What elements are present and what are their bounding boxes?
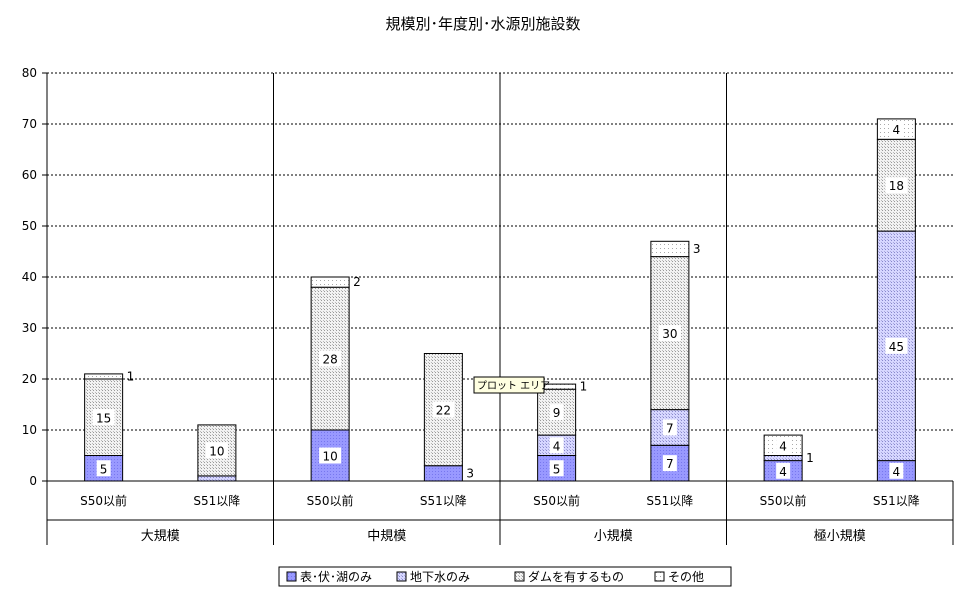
tooltip-text: プロット エリア <box>477 380 550 392</box>
x-tick-label: S50以前 <box>760 493 807 508</box>
data-label: 22 <box>436 404 451 418</box>
y-tick-label: 60 <box>22 168 37 182</box>
x-tick-label: S51以降 <box>873 494 920 508</box>
bar-segment <box>423 465 463 482</box>
bar-segment <box>84 373 124 380</box>
data-label-bg <box>549 404 564 421</box>
bar-segment <box>763 455 803 462</box>
legend-swatch <box>396 571 407 582</box>
group-label: 大規模 <box>141 529 180 544</box>
data-label: 3 <box>466 466 474 480</box>
data-label: 2 <box>353 275 361 289</box>
x-tick-label: S50以前 <box>80 493 127 508</box>
tooltip: プロット エリア <box>473 376 550 394</box>
data-label: 4 <box>893 123 901 137</box>
x-tick-label: S51以降 <box>193 494 240 508</box>
data-label: 10 <box>209 444 224 458</box>
data-label-bg <box>889 121 904 138</box>
legend-label: ダムを有するもの <box>528 569 624 584</box>
data-label: 1 <box>580 380 588 394</box>
y-tick-label: 40 <box>22 270 37 284</box>
data-label-bg <box>549 437 564 454</box>
data-label: 4 <box>553 439 561 453</box>
data-labels: 5 15 1 10 10 28 2 3 22 5 4 9 1 7 7 30 3 4 1 4 4 45 18 4 <box>92 121 908 480</box>
data-label-bg <box>662 455 677 472</box>
legend-swatch <box>514 571 525 582</box>
y-tick-label: 30 <box>22 321 37 335</box>
x-tick-label: S51以降 <box>646 494 693 508</box>
data-label-bg <box>658 325 681 342</box>
data-label: 7 <box>666 457 674 471</box>
data-label-bg <box>96 460 111 477</box>
x-tick-label: S50以前 <box>307 493 354 508</box>
data-label: 1 <box>806 451 814 465</box>
data-label-bg <box>205 442 228 459</box>
group-label: 中規模 <box>367 529 406 544</box>
data-label: 4 <box>893 465 901 479</box>
data-label: 45 <box>889 340 904 354</box>
data-label: 9 <box>553 406 561 420</box>
data-label-bg <box>776 437 791 454</box>
data-label-bg <box>432 401 455 418</box>
data-label: 7 <box>666 421 674 435</box>
y-tick-label: 0 <box>29 474 37 488</box>
data-label-bg <box>92 409 115 426</box>
legend-box <box>278 566 732 587</box>
data-label-bg <box>885 337 908 354</box>
data-label: 5 <box>100 462 108 476</box>
data-label: 15 <box>96 411 111 425</box>
y-tick-label: 80 <box>22 66 37 80</box>
data-label-bg <box>662 419 677 436</box>
data-label: 4 <box>779 465 787 479</box>
y-tick-label: 10 <box>22 423 37 437</box>
data-label-bg <box>889 462 904 479</box>
data-label-bg <box>549 460 564 477</box>
tooltip-box <box>473 376 545 394</box>
data-label: 3 <box>693 242 701 256</box>
data-label: 18 <box>889 179 904 193</box>
legend: 表･伏･湖のみ 地下水のみ ダムを有するもの その他 <box>278 566 732 587</box>
legend-swatch <box>654 571 665 582</box>
data-label-bg <box>885 177 908 194</box>
legend-label: 表･伏･湖のみ <box>300 569 372 584</box>
y-tick-label: 50 <box>22 219 37 233</box>
data-label: 4 <box>779 439 787 453</box>
y-tick-label: 70 <box>22 117 37 131</box>
tick-labels: 0 10 20 30 40 50 60 70 80 S50以前 S51以降 S50以前 S51以降 S50… <box>22 66 920 544</box>
y-tick-label: 20 <box>22 372 37 386</box>
data-label: 30 <box>662 327 677 341</box>
data-label: 28 <box>322 353 337 367</box>
bar-segment <box>310 276 350 288</box>
data-label-bg <box>776 462 791 479</box>
data-label-bg <box>319 447 342 464</box>
group-label: 小規模 <box>594 529 633 544</box>
x-tick-label: S51以降 <box>420 494 467 508</box>
chart-title: 規模別･年度別･水源別施設数 <box>385 15 580 33</box>
data-label: 10 <box>322 450 337 464</box>
legend-swatch <box>286 571 297 582</box>
axes <box>42 72 954 545</box>
x-tick-label: S50以前 <box>533 493 580 508</box>
data-label: 1 <box>127 369 135 383</box>
bar-segment <box>650 240 690 258</box>
legend-label: その他 <box>668 570 704 584</box>
data-label-bg <box>319 350 342 367</box>
data-label: 5 <box>553 462 561 476</box>
group-label: 極小規模 <box>814 528 866 544</box>
bar-segment <box>197 475 237 482</box>
legend-label: 地下水のみ <box>410 570 470 584</box>
